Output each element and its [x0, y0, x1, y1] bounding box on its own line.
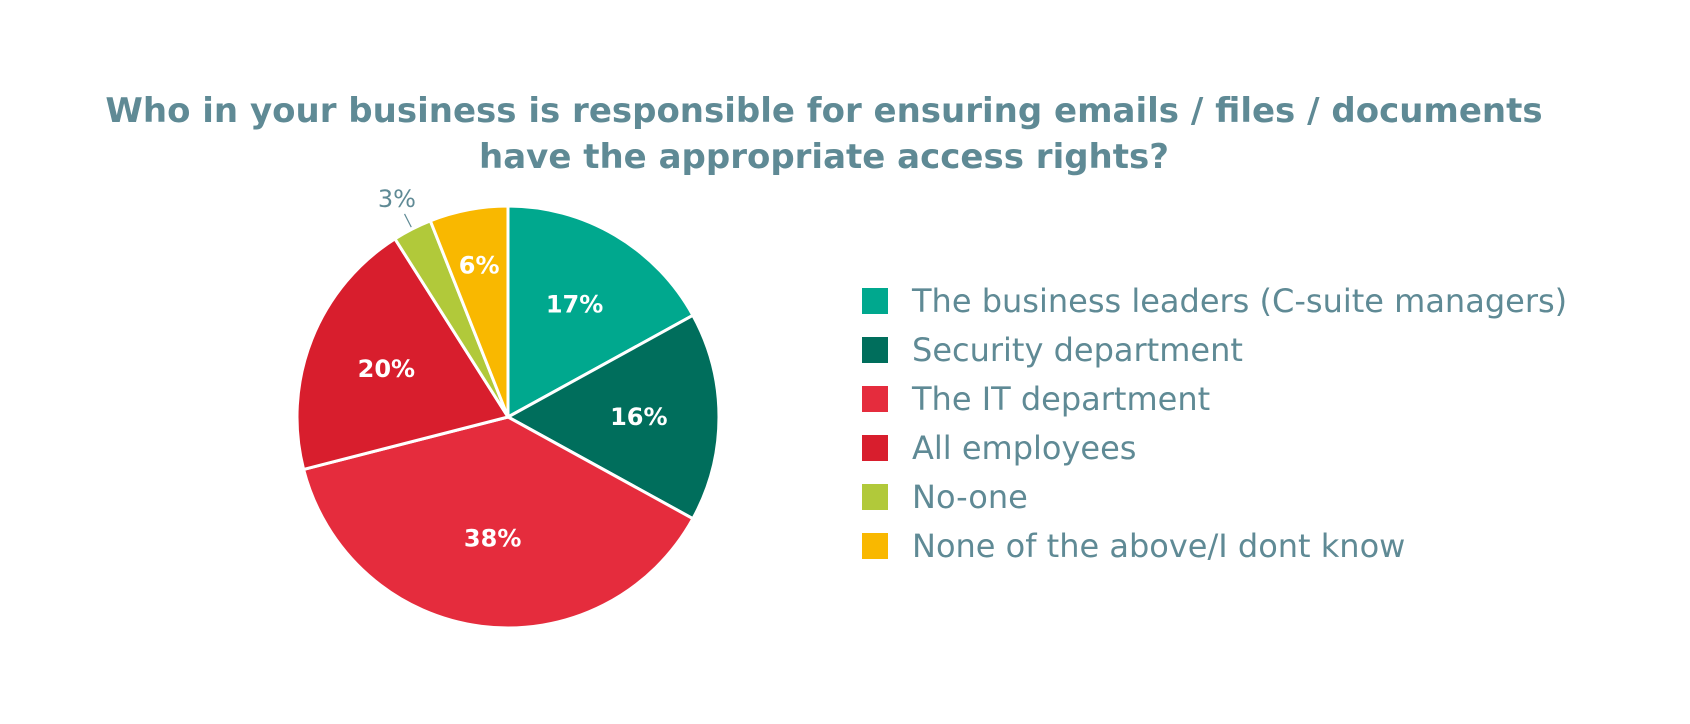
- pie-slice: [506, 204, 695, 419]
- legend-label: No-one: [912, 477, 1028, 516]
- legend-item: None of the above/I dont know: [862, 521, 1567, 570]
- chart-title-line-2: have the appropriate access rights?: [479, 137, 1169, 177]
- pie-slice-label: 20%: [358, 355, 415, 383]
- legend-swatch: [862, 385, 888, 412]
- pie-slices: [295, 204, 721, 630]
- pie-slice-label: 17%: [546, 290, 603, 318]
- legend-label: Security department: [912, 330, 1243, 369]
- pie-slice-label: 3%: [378, 185, 416, 213]
- pie-leader-line: [404, 213, 412, 228]
- pie-slice-label: 16%: [610, 403, 667, 431]
- legend-label: All employees: [912, 428, 1137, 467]
- legend-swatch: [862, 434, 888, 461]
- legend-label: None of the above/I dont know: [912, 526, 1406, 565]
- pie-slice-label: 38%: [464, 524, 521, 552]
- legend-item: All employees: [862, 423, 1567, 472]
- pie-slice-label: 6%: [459, 252, 500, 280]
- pie-labels: 17% 16% 38% 20% 3% 6%: [358, 185, 668, 552]
- legend-item: The IT department: [862, 374, 1567, 423]
- pie-slice: [428, 204, 510, 419]
- legend-swatch: [862, 532, 888, 559]
- legend-swatch: [862, 483, 888, 510]
- pie-slice: [295, 237, 510, 471]
- chart-title: Who in your business is responsible for …: [0, 88, 1648, 180]
- legend-swatch: [862, 287, 888, 314]
- legend-label: The business leaders (C-suite managers): [912, 281, 1568, 320]
- pie-slice: [506, 313, 721, 521]
- legend-item: The business leaders (C-suite managers): [862, 276, 1567, 325]
- legend-item: No-one: [862, 472, 1567, 521]
- legend: The business leaders (C-suite managers) …: [862, 276, 1567, 570]
- legend-label: The IT department: [912, 379, 1211, 418]
- legend-item: Security department: [862, 325, 1567, 374]
- pie-slice: [302, 415, 695, 630]
- chart-title-line-1: Who in your business is responsible for …: [105, 91, 1543, 131]
- legend-swatch: [862, 336, 888, 363]
